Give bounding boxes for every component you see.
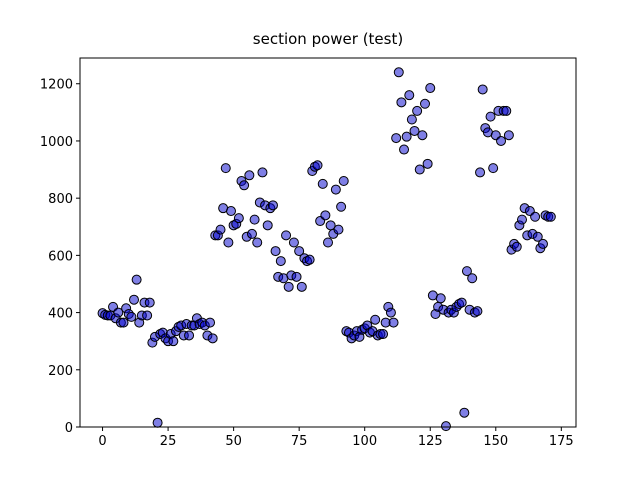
point [412,105,423,116]
x-tick-label: 75 [291,434,308,449]
point [467,273,478,284]
point [422,158,433,169]
point [393,67,404,78]
point [205,317,216,328]
point [296,281,307,292]
point [537,238,548,249]
y-tick-label: 600 [48,249,73,264]
chart-title: section power (test) [253,30,403,48]
x-tick-label: 150 [483,434,508,449]
point [511,241,522,252]
point [283,281,294,292]
point [378,329,389,340]
point [501,105,512,116]
point [545,211,556,222]
point [304,254,315,265]
x-tick-label: 175 [549,434,574,449]
point [184,330,195,341]
point [503,130,514,141]
point [257,167,268,178]
point [270,246,281,257]
point [223,237,234,248]
point [144,297,155,308]
point [323,237,333,248]
y-tick-label: 1200 [40,78,73,93]
y-tick-label: 800 [48,192,73,207]
point [516,214,527,225]
point [249,214,260,225]
point [388,317,399,328]
point [220,163,231,174]
point [532,231,543,242]
point [461,266,472,277]
point [435,293,446,304]
point [459,407,470,418]
point [320,210,331,221]
point [336,201,347,212]
point [472,306,483,317]
point [239,180,250,191]
point [414,164,425,175]
point [333,224,344,235]
point [131,274,142,285]
point [391,133,402,144]
point [419,98,430,109]
point [168,336,179,347]
x-tick-label: 25 [160,434,177,449]
y-tick-label: 1000 [40,135,73,150]
point [530,211,541,222]
point [488,163,499,174]
point [399,144,410,155]
point [152,417,163,428]
point [475,167,486,178]
point [267,200,278,211]
point [485,111,496,122]
point [385,307,396,318]
point [246,228,257,239]
point [456,297,467,308]
point [404,90,415,101]
point [312,160,323,171]
plot-frame [79,57,577,428]
point [275,256,286,267]
point [207,333,218,344]
point [129,294,140,305]
point [406,114,417,125]
point [294,246,305,257]
point [281,230,292,241]
point [338,176,349,186]
x-tick-label: 50 [225,434,242,449]
point [233,213,244,224]
point [252,237,263,248]
point [440,421,451,432]
point [126,311,137,322]
point [477,84,488,95]
x-tick-label: 0 [98,434,106,449]
point [244,170,255,181]
point [409,125,420,136]
point [118,317,129,328]
point [215,224,226,235]
point [496,135,507,146]
point [262,220,273,231]
point [142,310,153,321]
point [226,206,237,217]
point [401,131,412,142]
point [317,178,328,189]
point [417,130,428,141]
point [396,97,407,108]
point [291,271,302,282]
y-tick-label: 200 [48,364,73,379]
point [370,314,381,325]
x-tick-label: 125 [418,434,443,449]
point [330,184,341,195]
y-tick-label: 400 [48,307,73,322]
point [425,83,436,94]
point [288,237,299,248]
y-tick-label: 0 [65,421,73,436]
point [113,307,124,318]
x-tick-label: 100 [352,434,377,449]
